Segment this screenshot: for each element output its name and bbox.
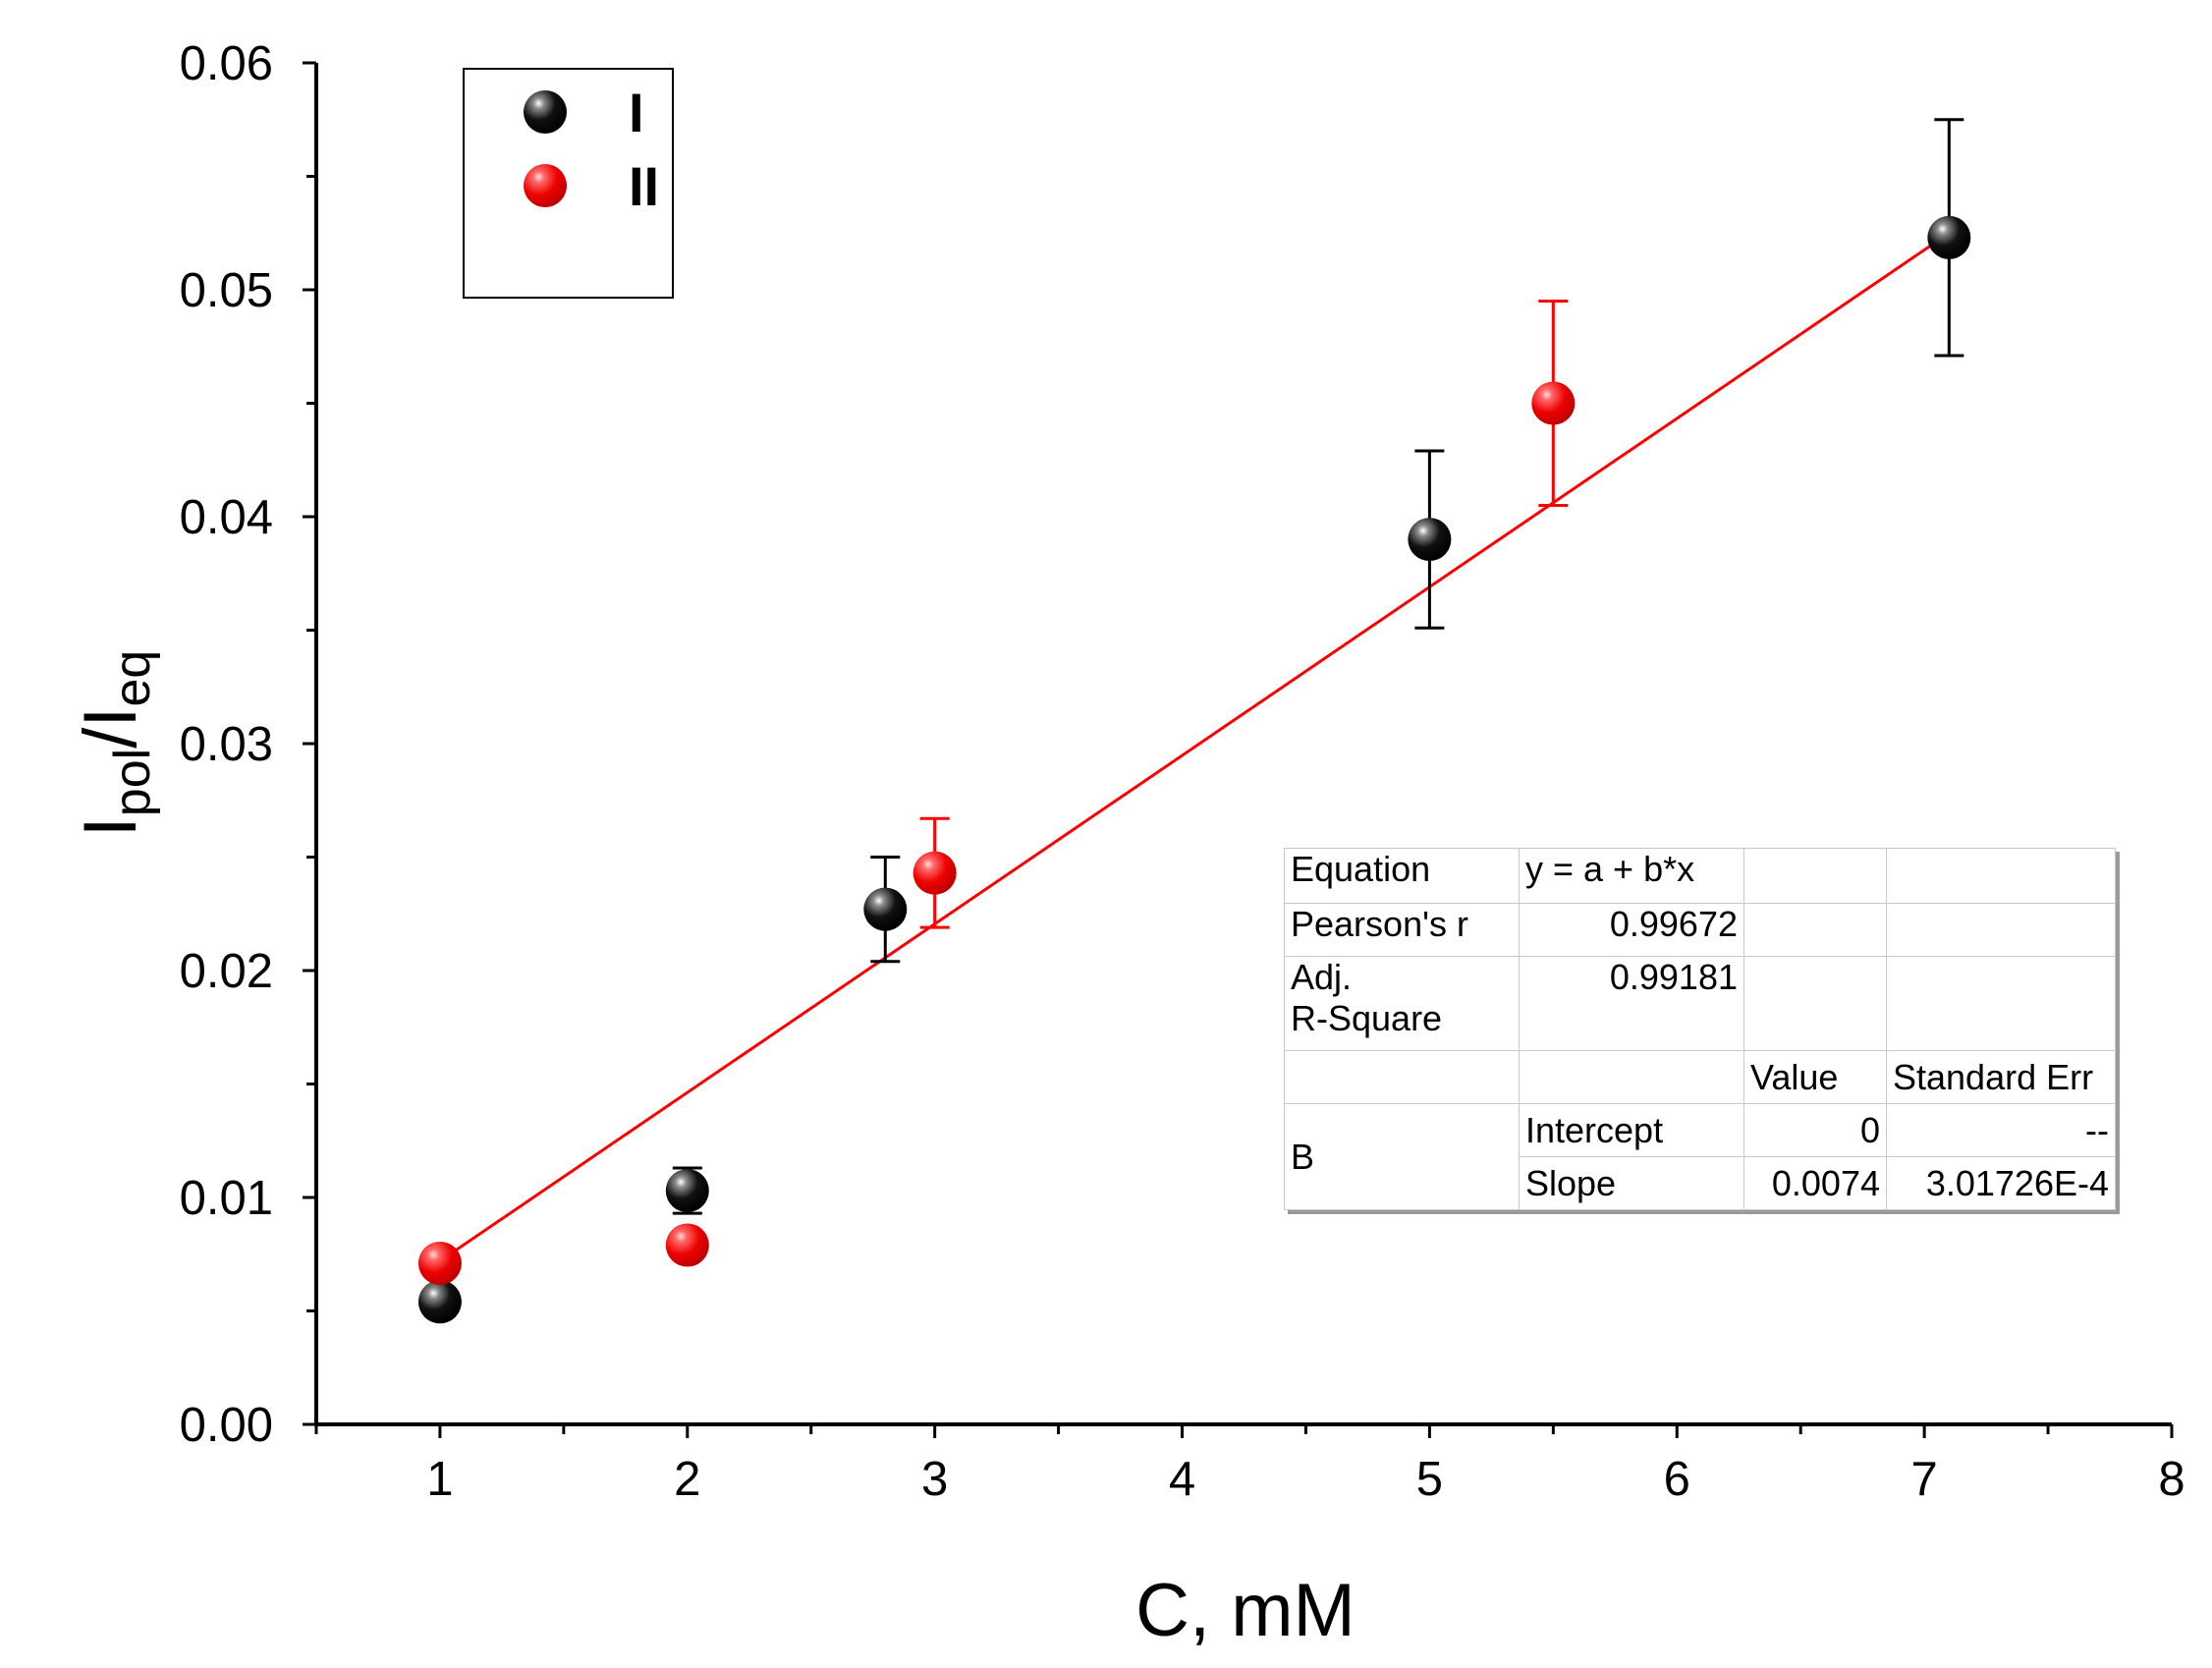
x-tick-label: 5 [1416,1453,1443,1506]
legend: I II [463,68,674,299]
legend-label-I: I [629,82,644,143]
slope-label: Slope [1519,1156,1744,1210]
y-ticks: 0.00 0.01 0.02 0.03 0.04 0.05 0.06 [180,37,316,1452]
legend-marker-II [524,164,567,207]
data-point [863,887,908,931]
empty-cell [1743,956,1887,1051]
empty-cell [1519,1050,1744,1104]
fit-row-headers: Value Standard Err [1284,1050,2116,1104]
pearson-label: Pearson's r [1284,903,1520,957]
x-tick-label: 8 [2158,1453,2184,1506]
data-point [912,851,957,895]
data-point [1927,215,1971,259]
y-tick-label: 0.00 [180,1399,273,1452]
data-point [1531,381,1576,425]
slope-value: 0.0074 [1743,1156,1887,1210]
intercept-error: -- [1886,1103,2116,1157]
stderr-header: Standard Err [1886,1050,2116,1104]
y-tick-label: 0.06 [180,37,273,90]
adj-label-line-1: Adj. [1291,957,1353,997]
y-tick-label: 0.05 [180,264,273,317]
x-ticks: 1 2 3 4 5 6 7 8 [314,1424,2185,1506]
x-tick-label: 6 [1664,1453,1690,1506]
fit-row-pearson: Pearson's r 0.99672 [1284,903,2116,957]
empty-cell [1886,956,2116,1051]
empty-cell [1743,848,1887,904]
empty-cell [1886,848,2116,904]
legend-box [463,68,674,299]
x-tick-label: 7 [1911,1453,1938,1506]
data-point [417,1241,462,1285]
x-tick-label: 2 [674,1453,700,1506]
y-axis-title-sub-1: pol [104,749,161,816]
data-point [417,1280,462,1324]
data-point [665,1169,709,1213]
fit-row-slope: Slope 0.0074 3.01726E-4 [1285,1156,2116,1210]
adj-label-line-2: R-Square [1291,998,1443,1038]
pearson-value: 0.99672 [1519,903,1744,957]
y-axis-title-main-2: I [69,707,152,728]
value-header: Value [1743,1050,1887,1104]
x-tick-label: 3 [921,1453,948,1506]
fit-row-equation: Equation y = a + b*x [1284,848,2116,904]
group-label: B [1284,1103,1520,1210]
series-II [417,300,1576,1285]
y-axis-title: Ipol/Ieq [69,650,161,838]
series-I [417,118,1971,1324]
legend-label-II: II [629,155,659,217]
x-tick-label: 4 [1169,1453,1195,1506]
fit-results-table: Equation y = a + b*x Pearson's r 0.99672… [1284,848,2116,1210]
data-point [1408,518,1452,562]
y-tick-label: 0.02 [180,945,273,998]
y-tick-label: 0.04 [180,491,273,544]
fit-row-intercept: B Intercept 0 -- [1284,1103,2116,1210]
x-tick-label: 1 [426,1453,453,1506]
legend-marker-I [524,90,567,134]
y-tick-label: 0.03 [180,718,273,771]
y-axis-title-main-1: I [69,816,152,837]
adj-r-square-label: Adj. R-Square [1284,956,1520,1051]
slope-error: 3.01726E-4 [1886,1156,2116,1210]
y-tick-label: 0.01 [180,1172,273,1225]
y-axis-title-slash: / [69,727,152,749]
empty-cell [1743,903,1887,957]
intercept-value: 0 [1743,1103,1887,1157]
empty-cell [1886,903,2116,957]
fit-row-adj-r-square: Adj. R-Square 0.99181 [1284,956,2116,1051]
x-axis-title: C, mM [1135,1569,1355,1652]
series-marks [417,118,1971,1324]
equation-value: y = a + b*x [1519,848,1744,904]
equation-label: Equation [1284,848,1520,904]
y-axis-title-sub-2: eq [104,650,161,707]
intercept-label: Intercept [1519,1103,1744,1157]
data-point [665,1223,709,1267]
empty-cell [1284,1050,1520,1104]
fit-line [439,232,1951,1262]
adj-r-square-value: 0.99181 [1519,956,1744,1051]
